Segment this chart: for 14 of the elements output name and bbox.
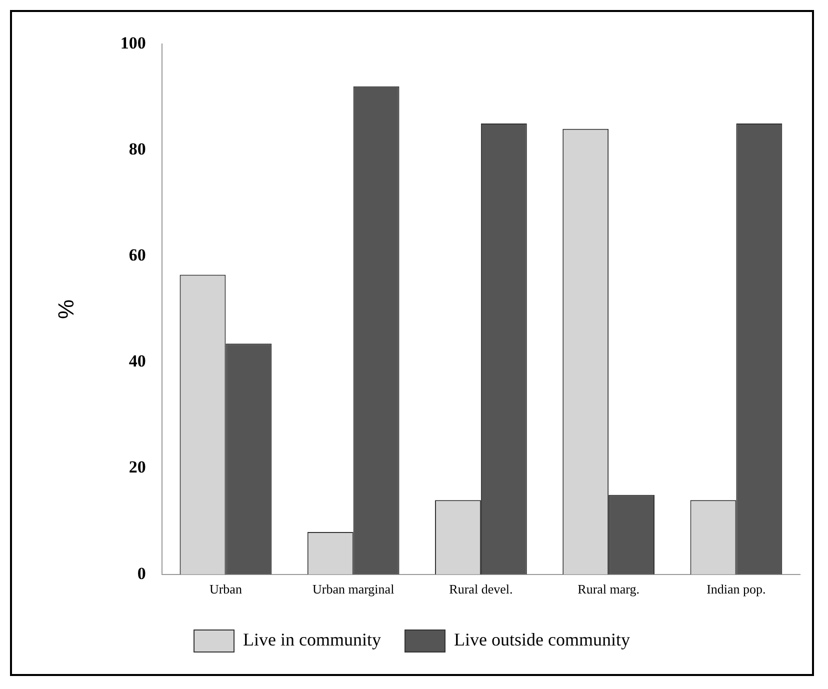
x-tick-label: Rural devel. [449, 582, 513, 597]
legend-label: Live in community [243, 630, 382, 650]
x-tick-label: Urban [209, 582, 242, 597]
x-tick-label: Rural marg. [578, 582, 640, 597]
y-tick-label: 0 [137, 564, 146, 583]
y-tick-label: 100 [120, 33, 146, 52]
y-tick-label: 80 [128, 139, 146, 158]
legend-label: Live outside community [454, 630, 630, 650]
x-tick-label: Indian pop. [706, 582, 766, 597]
y-tick-label: 40 [128, 352, 146, 371]
y-tick-label: 60 [128, 246, 146, 265]
y-axis-title: % [53, 299, 78, 319]
y-tick-label: 20 [128, 458, 146, 477]
x-tick-label: Urban marginal [312, 582, 395, 597]
